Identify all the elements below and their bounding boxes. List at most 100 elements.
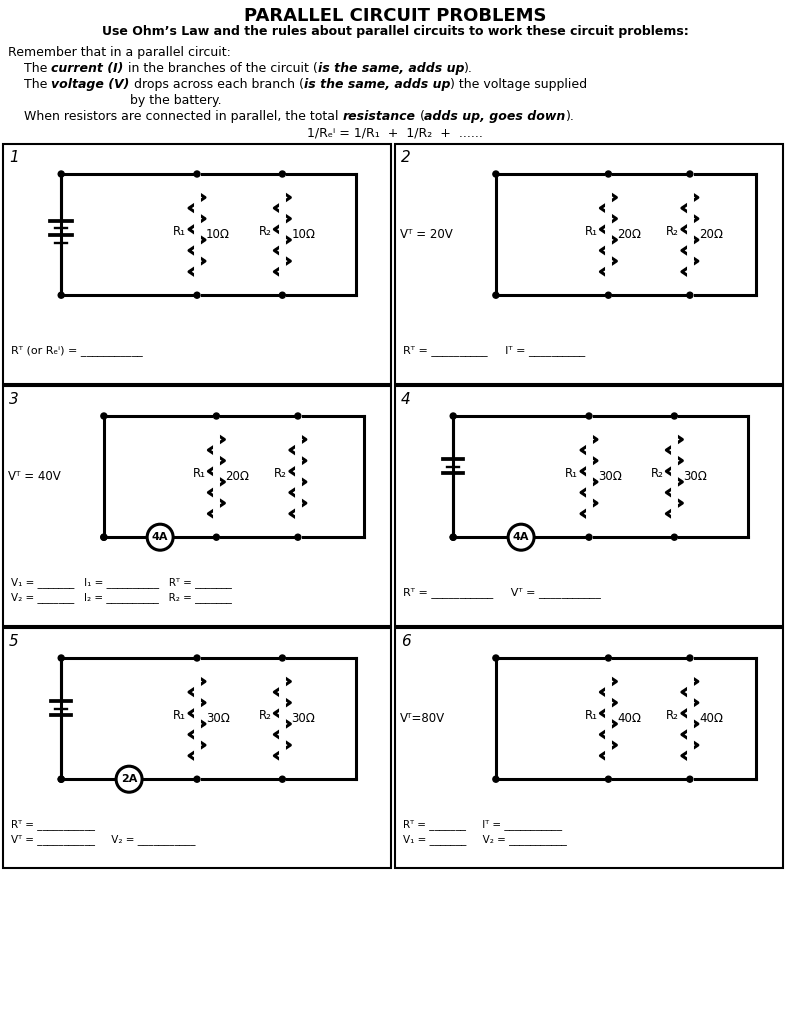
Circle shape xyxy=(605,171,611,177)
Circle shape xyxy=(508,524,534,550)
Text: 30Ω: 30Ω xyxy=(206,712,230,725)
Text: R₂: R₂ xyxy=(650,467,664,480)
Text: 1: 1 xyxy=(9,150,19,165)
Text: 4: 4 xyxy=(401,392,411,407)
Text: by the battery.: by the battery. xyxy=(130,94,222,106)
Circle shape xyxy=(101,413,107,419)
Text: 20Ω: 20Ω xyxy=(225,470,250,483)
Circle shape xyxy=(687,776,693,782)
Circle shape xyxy=(450,535,456,541)
Circle shape xyxy=(295,535,301,541)
Text: R₂: R₂ xyxy=(274,467,287,480)
Circle shape xyxy=(672,535,677,541)
Circle shape xyxy=(58,776,64,782)
Circle shape xyxy=(58,171,64,177)
Text: current (I): current (I) xyxy=(51,62,124,75)
Text: 4A: 4A xyxy=(513,532,529,542)
Text: 3: 3 xyxy=(9,392,19,407)
Bar xyxy=(3,386,391,626)
Text: voltage (V): voltage (V) xyxy=(51,78,130,91)
Text: in the branches of the circuit (: in the branches of the circuit ( xyxy=(124,62,318,75)
Text: R₁: R₁ xyxy=(565,467,578,480)
Text: R₁: R₁ xyxy=(173,225,186,239)
Text: V₁ = _______     V₂ = ___________: V₁ = _______ V₂ = ___________ xyxy=(403,835,567,845)
Circle shape xyxy=(493,776,498,782)
Circle shape xyxy=(116,766,142,793)
Text: is the same, adds up: is the same, adds up xyxy=(303,78,450,91)
Text: Vᵀ = ___________     V₂ = ___________: Vᵀ = ___________ V₂ = ___________ xyxy=(11,835,195,845)
Circle shape xyxy=(687,292,693,298)
Text: R₁: R₁ xyxy=(585,709,597,722)
Text: 5: 5 xyxy=(9,634,19,649)
Circle shape xyxy=(58,776,64,782)
Text: ).: ). xyxy=(566,110,574,123)
Circle shape xyxy=(450,413,456,419)
Text: When resistors are connected in parallel, the total: When resistors are connected in parallel… xyxy=(8,110,343,123)
Circle shape xyxy=(605,776,611,782)
Text: drops across each branch (: drops across each branch ( xyxy=(130,78,303,91)
Text: 2: 2 xyxy=(401,150,411,165)
Circle shape xyxy=(194,171,200,177)
Text: V₁ = _______   I₁ = __________   Rᵀ = _______: V₁ = _______ I₁ = __________ Rᵀ = ______… xyxy=(11,578,232,588)
Circle shape xyxy=(295,413,301,419)
Text: R₁: R₁ xyxy=(193,467,205,480)
Text: PARALLEL CIRCUIT PROBLEMS: PARALLEL CIRCUIT PROBLEMS xyxy=(244,7,546,25)
Circle shape xyxy=(450,535,456,541)
Circle shape xyxy=(194,292,200,298)
Text: R₂: R₂ xyxy=(258,225,271,239)
Circle shape xyxy=(280,292,285,298)
Text: 10Ω: 10Ω xyxy=(206,228,230,241)
Circle shape xyxy=(58,292,64,298)
Circle shape xyxy=(280,171,285,177)
Text: V₂ = _______   I₂ = __________   R₂ = _______: V₂ = _______ I₂ = __________ R₂ = ______… xyxy=(11,592,232,603)
Circle shape xyxy=(687,171,693,177)
Text: ) the voltage supplied: ) the voltage supplied xyxy=(450,78,587,91)
Text: 40Ω: 40Ω xyxy=(699,712,723,725)
Circle shape xyxy=(147,524,173,550)
Text: 20Ω: 20Ω xyxy=(699,228,723,241)
Circle shape xyxy=(194,655,200,662)
Circle shape xyxy=(493,171,498,177)
Text: 6: 6 xyxy=(401,634,411,649)
Text: 30Ω: 30Ω xyxy=(683,470,707,483)
Bar xyxy=(395,386,783,626)
Text: Rᵀ = _______     Iᵀ = ___________: Rᵀ = _______ Iᵀ = ___________ xyxy=(403,819,562,830)
Text: 2A: 2A xyxy=(121,774,137,784)
Circle shape xyxy=(586,535,592,541)
Circle shape xyxy=(672,413,677,419)
Text: Vᵀ=80V: Vᵀ=80V xyxy=(400,712,445,725)
Circle shape xyxy=(493,655,498,662)
Text: (: ( xyxy=(416,110,424,123)
Circle shape xyxy=(605,655,611,662)
Bar xyxy=(3,144,391,384)
Text: Rᵀ = ___________     Vᵀ = ___________: Rᵀ = ___________ Vᵀ = ___________ xyxy=(403,587,601,598)
Text: 30Ω: 30Ω xyxy=(292,712,315,725)
Text: The: The xyxy=(8,62,51,75)
Circle shape xyxy=(213,535,220,541)
Bar xyxy=(395,144,783,384)
Text: adds up, goes down: adds up, goes down xyxy=(424,110,566,123)
Circle shape xyxy=(101,535,107,541)
Circle shape xyxy=(586,413,592,419)
Text: is the same, adds up: is the same, adds up xyxy=(318,62,464,75)
Text: 10Ω: 10Ω xyxy=(292,228,315,241)
Text: resistance: resistance xyxy=(343,110,416,123)
Circle shape xyxy=(194,776,200,782)
Text: 1/Rₑⁱ = 1/R₁  +  1/R₂  +  ......: 1/Rₑⁱ = 1/R₁ + 1/R₂ + ...... xyxy=(307,126,483,139)
Text: Rᵀ (or Rₑⁱ) = ___________: Rᵀ (or Rₑⁱ) = ___________ xyxy=(11,345,143,356)
Text: Remember that in a parallel circuit:: Remember that in a parallel circuit: xyxy=(8,46,231,59)
Text: Use Ohm’s Law and the rules about parallel circuits to work these circuit proble: Use Ohm’s Law and the rules about parall… xyxy=(102,25,688,38)
Text: 20Ω: 20Ω xyxy=(618,228,641,241)
Text: Rᵀ = __________     Iᵀ = __________: Rᵀ = __________ Iᵀ = __________ xyxy=(403,345,585,356)
Circle shape xyxy=(605,292,611,298)
Text: R₂: R₂ xyxy=(258,709,271,722)
Circle shape xyxy=(280,655,285,662)
Circle shape xyxy=(280,776,285,782)
Text: The: The xyxy=(8,78,51,91)
Text: R₁: R₁ xyxy=(585,225,597,239)
Text: R₂: R₂ xyxy=(666,709,679,722)
Bar xyxy=(395,628,783,868)
Circle shape xyxy=(58,655,64,662)
Circle shape xyxy=(493,292,498,298)
Text: Vᵀ = 40V: Vᵀ = 40V xyxy=(8,470,61,483)
